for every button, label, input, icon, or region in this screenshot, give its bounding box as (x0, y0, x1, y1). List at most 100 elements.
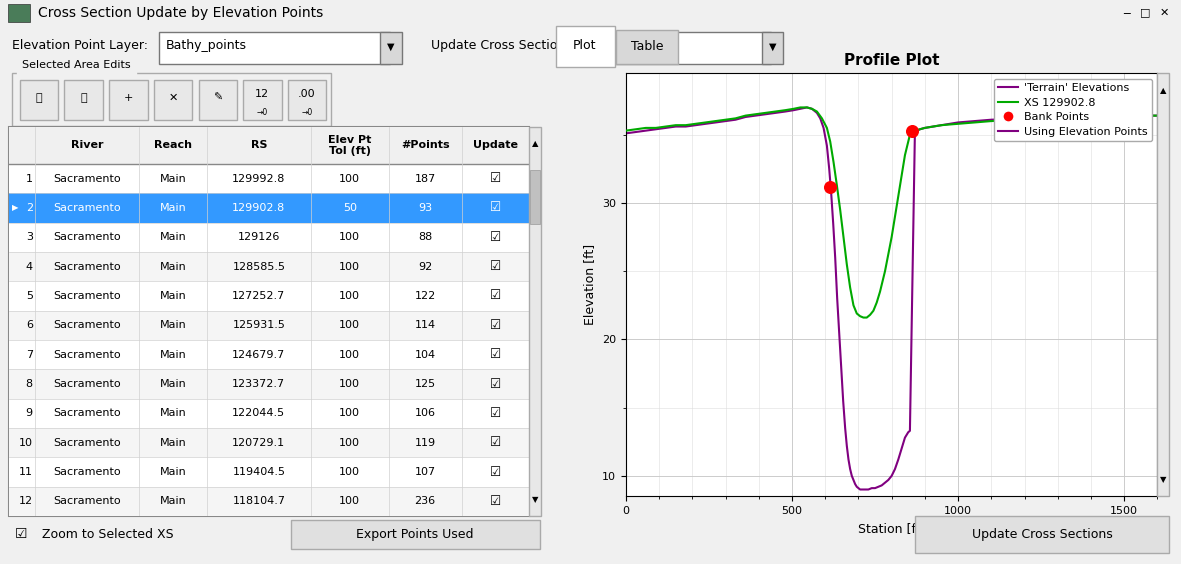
Text: Sacramento: Sacramento (53, 350, 122, 360)
Bar (9, 311, 529, 340)
Text: 8: 8 (26, 379, 33, 389)
Text: 100: 100 (339, 174, 360, 183)
Text: .00: .00 (298, 89, 315, 99)
Text: 128585.5: 128585.5 (233, 262, 286, 272)
Text: ▲: ▲ (1160, 86, 1167, 95)
Text: ☑: ☑ (490, 260, 501, 273)
Text: ☑: ☑ (490, 436, 501, 449)
Text: 88: 88 (418, 232, 432, 243)
Bar (530, 170, 540, 224)
Text: 107: 107 (415, 467, 436, 477)
Text: 124679.7: 124679.7 (233, 350, 286, 360)
Text: 4: 4 (26, 262, 33, 272)
Text: Sacramento: Sacramento (53, 291, 122, 301)
Text: 104: 104 (415, 350, 436, 360)
Text: ☑: ☑ (490, 231, 501, 244)
Title: Profile Plot: Profile Plot (844, 53, 939, 68)
Bar (291, 520, 540, 549)
Text: 12: 12 (255, 89, 269, 99)
Text: 100: 100 (339, 291, 360, 301)
Text: ⧉: ⧉ (35, 92, 43, 103)
Legend: 'Terrain' Elevations, XS 129902.8, Bank Points, Using Elevation Points: 'Terrain' Elevations, XS 129902.8, Bank … (993, 79, 1151, 141)
Text: Sacramento: Sacramento (53, 174, 122, 183)
Bar (9, 252, 529, 281)
Text: 125931.5: 125931.5 (233, 320, 286, 331)
Text: 100: 100 (339, 467, 360, 477)
Text: 187: 187 (415, 174, 436, 183)
Bar (588, 32, 771, 64)
Text: 11: 11 (19, 467, 33, 477)
Text: 127252.7: 127252.7 (233, 291, 286, 301)
Text: Update Cross Sections:: Update Cross Sections: (431, 39, 576, 52)
Point (821, 182, 840, 191)
Text: ☑: ☑ (490, 495, 501, 508)
Y-axis label: Elevation [ft]: Elevation [ft] (583, 244, 596, 325)
Text: 118104.7: 118104.7 (233, 496, 286, 506)
Text: ☑: ☑ (490, 172, 501, 185)
Text: 129902.8: 129902.8 (233, 203, 286, 213)
Text: Main: Main (159, 467, 187, 477)
Text: 100: 100 (339, 408, 360, 418)
Text: #Points: #Points (400, 140, 450, 151)
Text: →0: →0 (256, 108, 268, 117)
Text: 5: 5 (26, 291, 33, 301)
Text: 120729.1: 120729.1 (233, 438, 286, 448)
Text: Sacramento: Sacramento (53, 408, 122, 418)
Bar (9, 281, 529, 311)
Text: +: + (124, 92, 132, 103)
Text: Reach: Reach (155, 140, 193, 151)
Text: River: River (71, 140, 104, 151)
Bar (8, 4, 30, 21)
Text: 119404.5: 119404.5 (233, 467, 286, 477)
Bar (20, 80, 58, 120)
Text: Channel Only: Channel Only (593, 39, 677, 52)
X-axis label: Station [ft]: Station [ft] (857, 522, 926, 535)
Text: ☑: ☑ (490, 319, 501, 332)
Text: ☑: ☑ (490, 407, 501, 420)
Bar (9, 369, 529, 399)
Bar (9, 223, 529, 252)
Text: 236: 236 (415, 496, 436, 506)
Bar (288, 80, 326, 120)
Text: ✕: ✕ (1160, 8, 1169, 17)
Text: 100: 100 (339, 320, 360, 331)
Text: ⧉: ⧉ (80, 92, 86, 103)
Bar (9, 428, 529, 457)
Bar (109, 80, 148, 120)
Text: Sacramento: Sacramento (53, 467, 122, 477)
Text: Export Points Used: Export Points Used (357, 528, 474, 541)
Text: Main: Main (159, 350, 187, 360)
Text: Main: Main (159, 496, 187, 506)
Bar (12, 73, 331, 126)
Bar (159, 32, 390, 64)
Text: ☑: ☑ (490, 348, 501, 361)
Text: ▼: ▼ (387, 42, 394, 52)
Text: 1: 1 (26, 174, 33, 183)
Text: ☑: ☑ (490, 201, 501, 214)
Text: Main: Main (159, 232, 187, 243)
Text: ▼: ▼ (531, 495, 539, 504)
Text: Selected Area Edits: Selected Area Edits (22, 60, 131, 70)
Text: 10: 10 (19, 438, 33, 448)
Text: 129126: 129126 (237, 232, 280, 243)
Text: 100: 100 (339, 379, 360, 389)
Text: Main: Main (159, 291, 187, 301)
Bar (380, 32, 402, 64)
Text: Sacramento: Sacramento (53, 320, 122, 331)
Bar (616, 30, 678, 64)
Text: ☑: ☑ (490, 289, 501, 302)
Text: Sacramento: Sacramento (53, 496, 122, 506)
Text: ☑: ☑ (15, 527, 27, 541)
Text: RS: RS (250, 140, 267, 151)
Bar (9, 127, 529, 164)
Text: 129992.8: 129992.8 (233, 174, 286, 183)
Text: Elevation Point Layer:: Elevation Point Layer: (12, 39, 148, 52)
Text: →0: →0 (301, 108, 313, 117)
Text: 6: 6 (26, 320, 33, 331)
Text: Sacramento: Sacramento (53, 379, 122, 389)
Bar (556, 26, 614, 67)
Text: 123372.7: 123372.7 (233, 379, 286, 389)
Text: ▼: ▼ (769, 42, 776, 52)
Bar (9, 340, 529, 369)
Bar (9, 164, 529, 193)
